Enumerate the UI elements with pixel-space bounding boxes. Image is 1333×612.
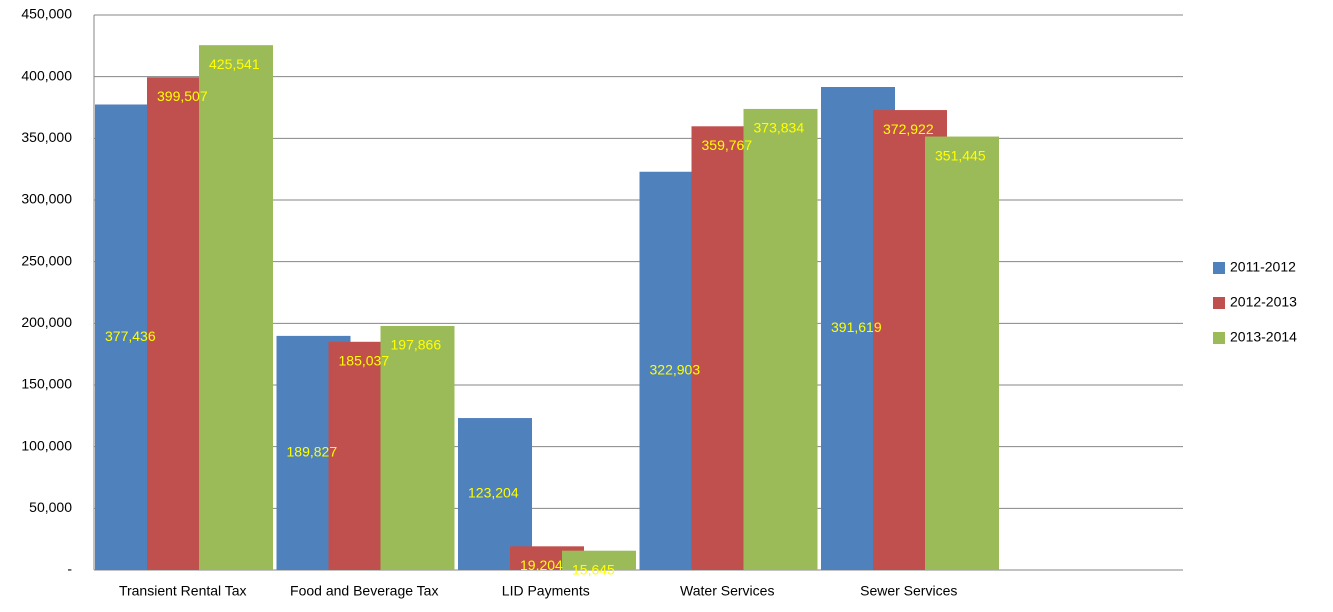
y-tick-label: 350,000 bbox=[21, 129, 72, 145]
value-label: 425,541 bbox=[209, 56, 260, 72]
x-tick-label: LID Payments bbox=[502, 583, 590, 599]
bar bbox=[380, 325, 455, 570]
bar bbox=[199, 45, 273, 571]
x-tick-label: Food and Beverage Tax bbox=[290, 583, 438, 599]
bar bbox=[925, 136, 999, 571]
value-label: 372,922 bbox=[883, 121, 934, 137]
legend-label: 2011-2012 bbox=[1230, 259, 1296, 275]
value-label: 189,827 bbox=[287, 444, 338, 460]
y-tick-label: 300,000 bbox=[21, 191, 72, 207]
y-tick-label: - bbox=[67, 561, 72, 577]
y-tick-label: 400,000 bbox=[21, 67, 72, 83]
value-label: 322,903 bbox=[650, 362, 701, 378]
value-label: 19,204 bbox=[520, 557, 563, 573]
legend-swatch bbox=[1213, 332, 1225, 344]
y-tick-label: 250,000 bbox=[21, 252, 72, 268]
bar bbox=[458, 418, 532, 570]
bar bbox=[562, 550, 636, 570]
legend-label: 2012-2013 bbox=[1230, 294, 1297, 310]
x-tick-label: Water Services bbox=[680, 583, 774, 599]
value-label: 351,445 bbox=[935, 147, 986, 163]
legend-swatch bbox=[1213, 262, 1225, 274]
y-tick-label: 100,000 bbox=[21, 437, 72, 453]
y-tick-label: 50,000 bbox=[29, 499, 72, 515]
value-label: 15,645 bbox=[572, 561, 615, 577]
x-tick-label: Sewer Services bbox=[860, 583, 957, 599]
value-label: 197,866 bbox=[391, 337, 442, 353]
value-label: 377,436 bbox=[105, 328, 156, 344]
y-tick-label: 200,000 bbox=[21, 314, 72, 330]
legend-swatch bbox=[1213, 297, 1225, 309]
bar bbox=[743, 108, 818, 571]
value-label: 185,037 bbox=[339, 352, 390, 368]
value-label: 391,619 bbox=[831, 319, 882, 335]
value-label: 373,834 bbox=[754, 120, 805, 136]
y-tick-label: 450,000 bbox=[21, 6, 72, 22]
legend-label: 2013-2014 bbox=[1230, 329, 1297, 345]
value-label: 359,767 bbox=[702, 137, 753, 153]
value-label: 123,204 bbox=[468, 485, 519, 501]
x-tick-label: Transient Rental Tax bbox=[119, 583, 247, 599]
y-tick-label: 150,000 bbox=[21, 376, 72, 392]
value-label: 399,507 bbox=[157, 88, 208, 104]
